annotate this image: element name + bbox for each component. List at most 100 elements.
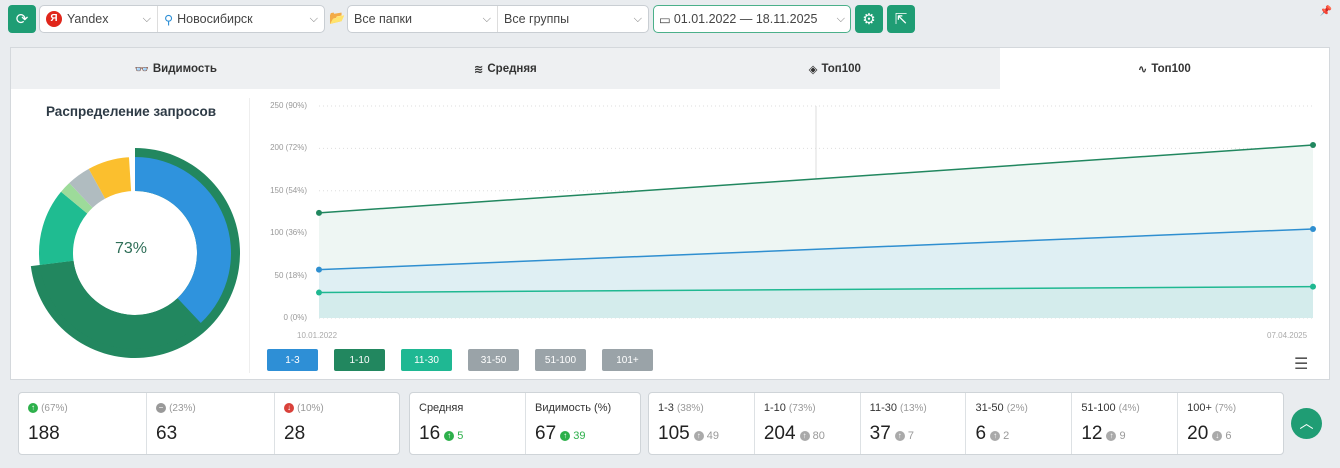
stat-pct: (7%) (1214, 403, 1237, 414)
stat-value: 188 (28, 423, 60, 444)
stat-label: Видимость (%) (535, 402, 612, 414)
stat-value: 20 (1187, 423, 1209, 444)
folder-icon: 📂 (329, 10, 346, 25)
export-button[interactable]: ⇱ (887, 5, 915, 33)
data-point-1-3 (1310, 225, 1316, 232)
stat-delta: 5 (457, 430, 464, 442)
stat-delta: 9 (1119, 430, 1126, 442)
arrow-up-icon: ↑ (28, 403, 38, 414)
layers-icon: ◈ (808, 63, 818, 76)
arrow-down-icon: ↓ (284, 403, 294, 414)
donut-slice-11-30 (39, 191, 88, 266)
tab-average[interactable]: ≋ Средняя (341, 48, 671, 89)
legend-item-31-50[interactable]: 31-50 (468, 349, 519, 371)
search-engine-select[interactable]: Я Yandex ⌵ (40, 6, 158, 32)
series-line-1-10 (318, 144, 1314, 214)
location-pin-icon: ⚲ (164, 12, 174, 27)
stat-label: Средняя (419, 402, 464, 414)
stat-value: 6 (975, 423, 987, 444)
data-point-11-30 (1310, 283, 1316, 290)
groups-value: Все группы (504, 12, 570, 26)
line-chart (316, 105, 1316, 319)
calendar-icon: ▭ (659, 12, 671, 27)
series-area-11-30 (319, 286, 1313, 318)
y-tick-label: 250 (90%) (270, 101, 307, 110)
pulse-icon: ∿ (1137, 63, 1148, 76)
donut-slice-31-50 (61, 183, 93, 214)
arrow-up-icon: ↑ (990, 431, 1001, 442)
scroll-up-button[interactable]: ︿ (1291, 408, 1322, 439)
chevron-down-icon: ⌵ (836, 12, 845, 25)
data-point-1-3 (316, 266, 322, 273)
series-line-11-30 (318, 285, 1314, 294)
arrow-up-icon: ↑ (444, 431, 455, 442)
stat-range: 31-50 (2%) 6 ↑ 2 (966, 393, 1073, 454)
donut-slice-4-10 (39, 260, 201, 349)
stat-value: 28 (284, 423, 306, 444)
legend-item-101+[interactable]: 101+ (602, 349, 653, 371)
lines-icon: ≋ (473, 63, 484, 76)
chart-menu-icon[interactable]: ☰ (1294, 356, 1309, 373)
export-icon: ⇱ (894, 11, 908, 28)
pin-icon[interactable]: 📌 (1319, 6, 1332, 17)
legend-item-1-3[interactable]: 1-3 (267, 349, 318, 371)
arrow-up-icon: ↑ (560, 431, 571, 442)
gear-icon: ⚙ (862, 11, 876, 28)
folder-group-select[interactable]: Все папки ⌵ Все группы ⌵ (347, 5, 649, 33)
stat-value: 204 (763, 423, 796, 444)
data-point-11-30 (316, 289, 322, 296)
stat-pct: (38%) (676, 403, 704, 414)
main-panel: 👓 Видимость ≋ Средняя ◈ Топ100 ∿ Топ100 Расп… (10, 47, 1330, 380)
stat-same: − (23%) 63 (147, 393, 275, 454)
x-tick-start: 10.01.2022 (297, 331, 338, 340)
tab-label: Видимость (152, 62, 217, 75)
stat-label: 100+ (1187, 402, 1212, 414)
region-select[interactable]: ⚲ Новосибирск ⌵ (158, 6, 324, 32)
legend-item-1-10[interactable]: 1-10 (334, 349, 385, 371)
folders-select[interactable]: Все папки ⌵ (348, 6, 498, 32)
refresh-button[interactable]: ⟳ (8, 5, 36, 33)
engine-region-select[interactable]: Я Yandex ⌵ ⚲ Новосибирск ⌵ (39, 5, 325, 33)
minus-icon: − (156, 403, 166, 414)
data-point-1-10 (1310, 142, 1316, 149)
stat-down: ↓ (10%) 28 (275, 393, 399, 454)
tab-visibility[interactable]: 👓 Видимость (11, 48, 341, 89)
donut-slice-1-3 (135, 157, 231, 323)
chevron-down-icon: ⌵ (633, 12, 642, 25)
groups-select[interactable]: Все группы ⌵ (498, 6, 648, 32)
arrow-up-icon: ↑ (1106, 431, 1117, 442)
stat-delta: 80 (812, 430, 825, 442)
tab-top100-chart[interactable]: ∿ Топ100 (999, 48, 1329, 89)
tab-label: Топ100 (1151, 62, 1191, 75)
data-point-1-10 (316, 209, 322, 216)
y-tick-label: 50 (18%) (274, 270, 307, 280)
series-line-1-3 (318, 228, 1314, 271)
y-tick-label: 200 (72%) (270, 143, 307, 153)
stat-up: ↑ (67%) 188 (19, 393, 147, 454)
stat-value: 63 (156, 423, 178, 444)
position-stats: 1-3 (38%) 105 ↑ 49 1-10 (73%) 204 ↑ 80 11-30 (… (648, 392, 1284, 455)
chevron-down-icon: ⌵ (309, 12, 318, 25)
stat-pct: (67%) (41, 403, 68, 414)
legend-item-11-30[interactable]: 11-30 (401, 349, 452, 371)
tab-top100-stack[interactable]: ◈ Топ100 (670, 48, 1000, 89)
tab-label: Средняя (487, 62, 537, 75)
y-tick-label: 0 (0%) (283, 313, 307, 322)
settings-button[interactable]: ⚙ (855, 5, 883, 33)
stat-pct: (73%) (788, 403, 816, 414)
y-axis: 0 (0%) 50 (18%) 100 (36%) 150 (54%) 200 (72%… (251, 48, 307, 381)
stat-delta: 39 (573, 430, 586, 442)
date-range-select[interactable]: ▭ 01.01.2022 — 18.11.2025 ⌵ (653, 5, 851, 33)
stat-value: 67 (535, 423, 557, 444)
stat-pct: (13%) (900, 403, 927, 414)
stat-range: 51-100 (4%) 12 ↑ 9 (1072, 393, 1179, 454)
arrow-down-icon: ↓ (1212, 431, 1223, 442)
stat-value: 105 (658, 423, 690, 444)
legend-item-51-100[interactable]: 51-100 (535, 349, 586, 371)
chevron-down-icon: ⌵ (142, 12, 151, 25)
stat-delta: 49 (706, 430, 720, 442)
stat-delta: 6 (1225, 430, 1232, 442)
stat-range: 11-30 (13%) 37 ↑ 7 (861, 393, 967, 454)
donut-center-label: 73% (114, 240, 148, 257)
stat-label: 31-50 (975, 402, 1004, 414)
